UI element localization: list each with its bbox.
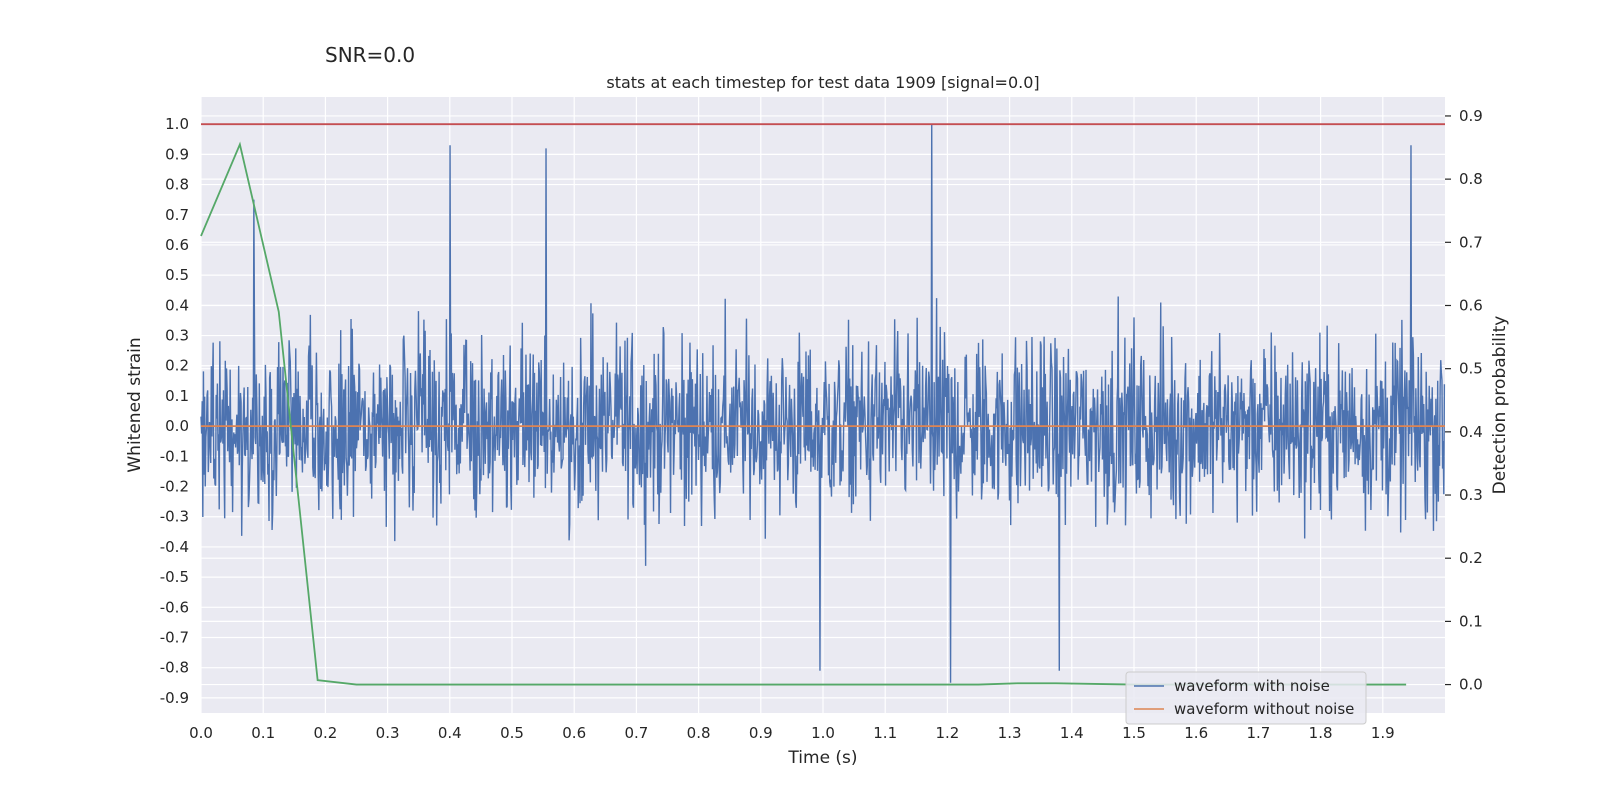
y-tick-label: 0.4 bbox=[165, 296, 189, 314]
y-tick-label: 0.5 bbox=[165, 266, 189, 284]
figure-suptitle: SNR=0.0 bbox=[325, 43, 415, 67]
x-tick-label: 0.0 bbox=[189, 724, 213, 742]
y-tick-label: 0.0 bbox=[165, 417, 189, 435]
chart-title: stats at each timestep for test data 190… bbox=[606, 73, 1039, 92]
legend-label-noise: waveform with noise bbox=[1174, 677, 1330, 695]
x-tick-label: 0.5 bbox=[500, 724, 524, 742]
x-tick-label: 1.3 bbox=[998, 724, 1022, 742]
y-tick-label: -0.6 bbox=[160, 598, 189, 616]
x-tick-label: 1.4 bbox=[1060, 724, 1084, 742]
x-axis-label: Time (s) bbox=[787, 748, 857, 768]
x-tick-label: 1.6 bbox=[1184, 724, 1208, 742]
x-tick-label: 0.2 bbox=[313, 724, 337, 742]
legend-label-clean: waveform without noise bbox=[1174, 700, 1354, 718]
legend-box bbox=[1125, 671, 1367, 725]
y-tick-label: -0.5 bbox=[160, 568, 189, 586]
x-tick-label: 1.1 bbox=[873, 724, 897, 742]
y-tick-label: -0.9 bbox=[160, 689, 189, 707]
y2-tick-label: 0.3 bbox=[1459, 486, 1483, 504]
y2-tick-label: 0.7 bbox=[1459, 233, 1483, 251]
y-tick-label: -0.3 bbox=[160, 508, 189, 526]
y-tick-label: 0.2 bbox=[165, 357, 189, 375]
y-tick-label: -0.7 bbox=[160, 629, 189, 647]
x-tick-label: 0.3 bbox=[376, 724, 400, 742]
x-tick-label: 1.2 bbox=[935, 724, 959, 742]
y-tick-label: 0.8 bbox=[165, 176, 189, 194]
y-tick-label: 0.3 bbox=[165, 327, 189, 345]
x-tick-label: 1.8 bbox=[1309, 724, 1333, 742]
x-tick-label: 0.9 bbox=[749, 724, 773, 742]
y2-tick-label: 0.6 bbox=[1459, 296, 1483, 314]
x-tick-label: 0.1 bbox=[251, 724, 275, 742]
y-tick-label: -0.2 bbox=[160, 478, 189, 496]
y-tick-label: -0.4 bbox=[160, 538, 189, 556]
x-tick-label: 0.8 bbox=[687, 724, 711, 742]
y2-axis-label: Detection probability bbox=[1490, 316, 1510, 495]
y2-tick-label: 0.9 bbox=[1459, 107, 1483, 125]
y-tick-label: 0.1 bbox=[165, 387, 189, 405]
y2-tick-label: 0.1 bbox=[1459, 612, 1483, 630]
x-tick-label: 1.7 bbox=[1246, 724, 1270, 742]
x-tick-label: 1.9 bbox=[1371, 724, 1395, 742]
y-tick-label: -0.1 bbox=[160, 447, 189, 465]
y2-tick-label: 0.8 bbox=[1459, 170, 1483, 188]
x-tick-label: 1.5 bbox=[1122, 724, 1146, 742]
y-tick-label: 0.6 bbox=[165, 236, 189, 254]
legend: waveform with noise waveform without noi… bbox=[1125, 671, 1367, 725]
y2-tick-label: 0.5 bbox=[1459, 360, 1483, 378]
ticks-layer: 0.0 0.1 0.2 0.3 0.4 0.5 0.6 0.7 0.8 0.9 1.0 1.1 1.2 1… bbox=[160, 107, 1483, 742]
y2-tick-label: 0.2 bbox=[1459, 549, 1483, 567]
x-tick-label: 0.4 bbox=[438, 724, 462, 742]
y2-tick-label: 0.0 bbox=[1459, 676, 1483, 694]
y-axis-label: Whitened strain bbox=[125, 337, 145, 472]
y-tick-label: 1.0 bbox=[165, 115, 189, 133]
series-layer bbox=[200, 123, 1446, 686]
y2-tick-label: 0.4 bbox=[1459, 423, 1483, 441]
x-tick-label: 0.7 bbox=[624, 724, 648, 742]
x-tick-label: 0.6 bbox=[562, 724, 586, 742]
x-tick-label: 1.0 bbox=[811, 724, 835, 742]
y-tick-label: 0.9 bbox=[165, 145, 189, 163]
y-tick-label: 0.7 bbox=[165, 206, 189, 224]
gridlines bbox=[200, 97, 1445, 713]
y-tick-label: -0.8 bbox=[160, 659, 189, 677]
